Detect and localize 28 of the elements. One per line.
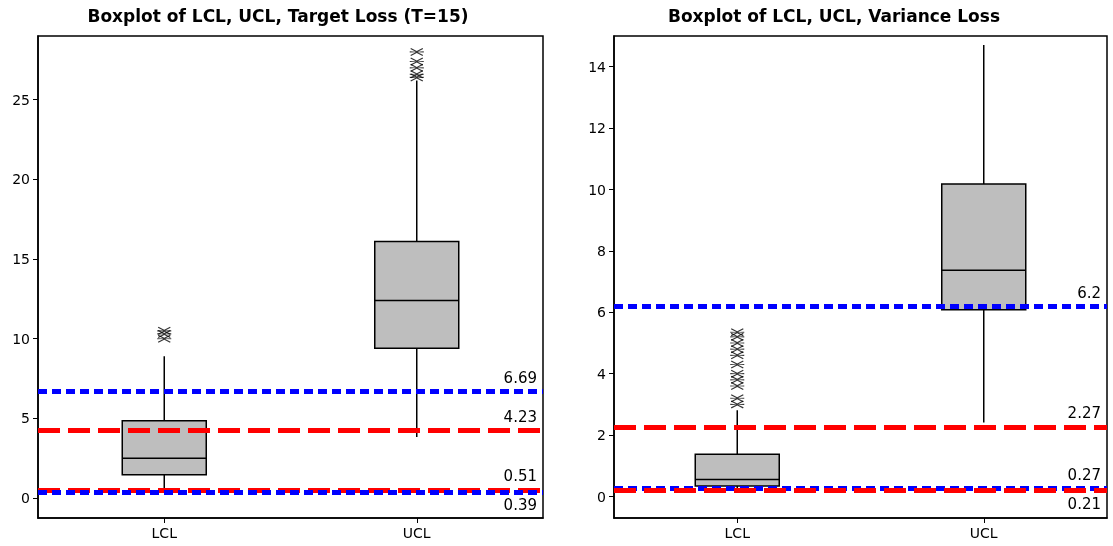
y-tick-label: 6 [597, 304, 607, 321]
y-tick-label: 14 [588, 58, 607, 75]
ref-line-label: 6.2 [1077, 283, 1101, 302]
ref-line-label: 0.21 [1067, 494, 1101, 513]
y-tick-label: 4 [597, 365, 607, 382]
ref-line-label: 4.23 [503, 408, 537, 427]
y-tick-label: 0 [21, 490, 30, 507]
x-tick-label: LCL [151, 525, 178, 541]
ref-line-label: 0.39 [503, 496, 537, 515]
y-tick-label: 8 [597, 242, 606, 259]
y-tick-label: 2 [597, 427, 606, 444]
y-tick-label: 12 [588, 120, 606, 137]
y-tick-label: 20 [12, 171, 30, 188]
chart-title: Boxplot of LCL, UCL, Target Loss (T=15) [87, 5, 469, 26]
y-tick-label: 15 [12, 251, 30, 268]
y-tick-label: 10 [588, 181, 606, 198]
ref-line-label: 0.51 [503, 467, 537, 486]
x-tick-label: LCL [724, 525, 751, 541]
ref-line-label: 0.27 [1067, 465, 1101, 484]
y-tick-label: 5 [21, 410, 30, 427]
x-tick-label: UCL [402, 525, 431, 541]
chart-title: Boxplot of LCL, UCL, Variance Loss [667, 5, 1001, 26]
ref-line-label: 2.27 [1067, 404, 1101, 423]
y-tick-label: 10 [12, 330, 30, 347]
ref-line-label: 6.69 [503, 368, 537, 387]
y-tick-label: 25 [12, 91, 30, 108]
y-tick-label: 0 [597, 488, 606, 505]
x-tick-label: UCL [969, 525, 998, 541]
